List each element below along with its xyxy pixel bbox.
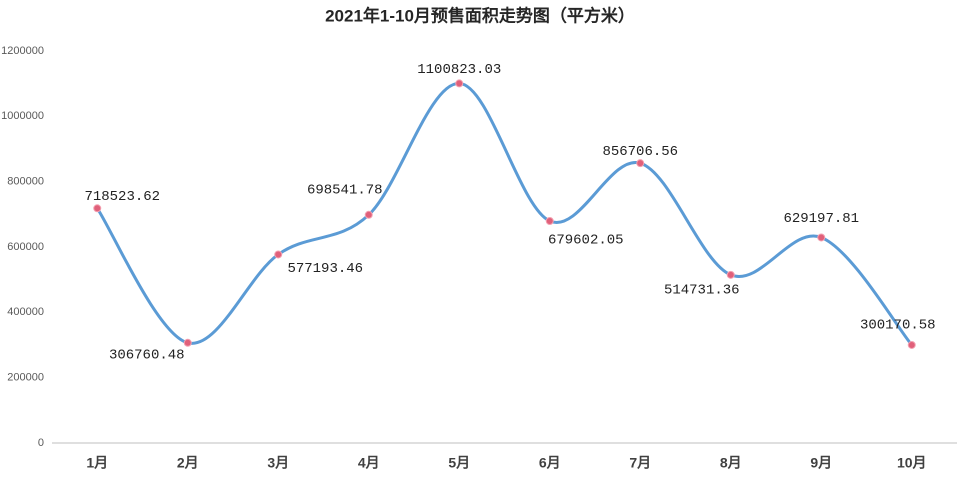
x-tick-label: 10月: [897, 455, 927, 471]
marker: [817, 233, 826, 242]
marker: [183, 338, 192, 347]
data-label: 718523.62: [84, 189, 160, 205]
marker: [455, 79, 464, 88]
y-tick-label: 0: [38, 437, 44, 449]
marker: [726, 270, 735, 279]
x-tick-label: 5月: [448, 455, 470, 471]
marker: [93, 204, 102, 213]
y-tick-label: 800000: [7, 176, 44, 188]
marker: [274, 250, 283, 259]
y-tick-label: 600000: [7, 241, 44, 253]
y-tick-label: 1200000: [1, 45, 44, 57]
data-label: 514731.36: [664, 283, 740, 299]
marker: [364, 210, 373, 219]
marker: [545, 216, 554, 225]
x-tick-label: 2月: [177, 455, 199, 471]
x-tick-label: 9月: [810, 455, 832, 471]
y-tick-label: 1000000: [1, 110, 44, 122]
x-tick-label: 8月: [720, 455, 742, 471]
data-label: 679602.05: [548, 233, 624, 249]
data-label: 1100823.03: [417, 62, 501, 78]
y-tick-label: 200000: [7, 372, 44, 384]
x-tick-label: 1月: [86, 455, 108, 471]
data-label: 629197.81: [783, 211, 859, 227]
x-tick-label: 6月: [539, 455, 561, 471]
y-tick-label: 400000: [7, 306, 44, 318]
x-tick-label: 4月: [358, 455, 380, 471]
data-label: 577193.46: [287, 261, 363, 277]
chart-title: 2021年1-10月预售面积走势图（平方米）: [325, 5, 635, 25]
marker: [907, 340, 916, 349]
line: [96, 81, 913, 346]
x-tick-label: 7月: [629, 455, 651, 471]
x-tick-label: 3月: [267, 455, 289, 471]
data-label: 306760.48: [109, 347, 185, 363]
data-label: 300170.58: [860, 318, 936, 334]
data-label: 698541.78: [307, 183, 383, 199]
marker: [636, 159, 645, 168]
data-label: 856706.56: [602, 144, 678, 160]
